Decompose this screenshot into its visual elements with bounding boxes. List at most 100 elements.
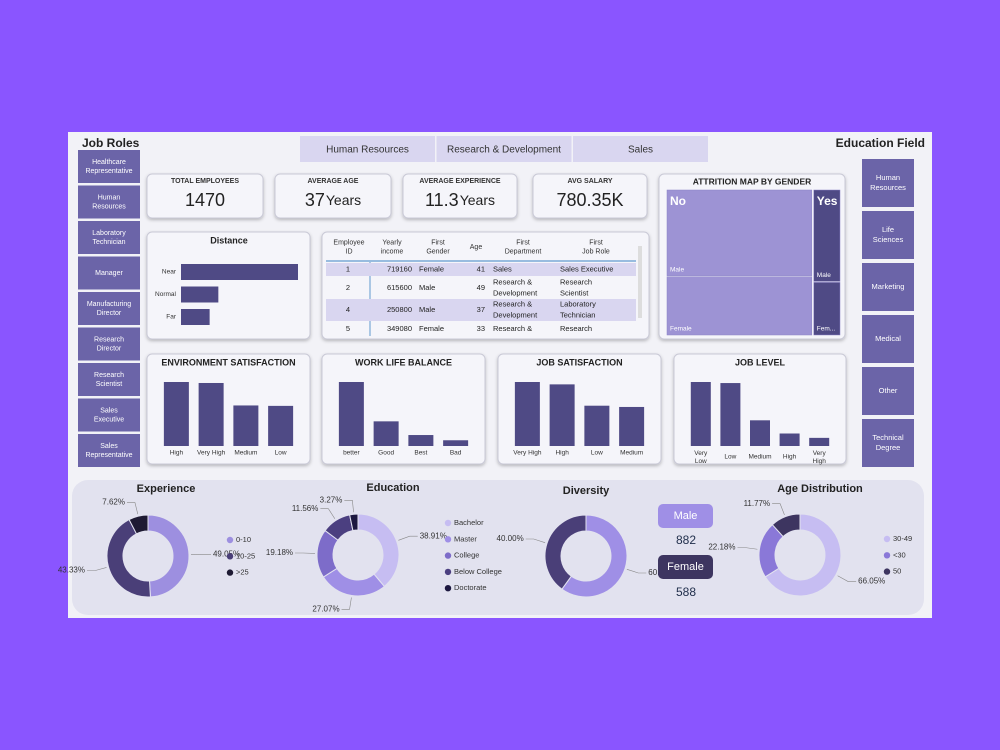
education-field-button[interactable] [862,315,914,363]
gender-button[interactable] [658,555,713,579]
kpi-number: 37 [305,190,325,210]
job-role-label[interactable]: Research Scientist [94,372,124,388]
department-tab[interactable] [436,136,572,162]
bar [373,421,399,446]
leader-line [772,503,785,516]
legend-marker [226,569,234,576]
education-field-label[interactable]: Technical Degree [872,433,904,452]
bar [233,405,259,446]
education-field-label[interactable]: Other [879,386,898,395]
education-field-button[interactable] [862,159,914,207]
kpi-value: 11.3Years [425,190,495,210]
department-tab[interactable] [300,136,435,162]
department-label[interactable]: Human Resources [326,145,409,156]
gender-button-label[interactable]: Female [667,561,704,573]
bar [181,286,219,303]
chart-title: WORK LIFE BALANCE [355,357,452,367]
treemap-cell-label: Male [670,266,684,273]
job-role-label[interactable]: Healthcare Representative [85,159,132,175]
job-role-button[interactable] [78,327,140,361]
legend-marker [444,568,452,576]
legend-marker [444,519,452,527]
category-label: Medium [234,450,257,457]
table-cell: Sales Executive [560,264,613,273]
job-role-button[interactable] [78,398,140,432]
distance-card [146,231,311,340]
kpi-number: 780.35K [556,190,623,210]
leader-line [86,567,107,571]
bar [181,309,210,325]
job-role-label[interactable]: Sales Representative [85,443,132,459]
category-label: Very Low [694,450,708,465]
department-label[interactable]: Sales [628,145,653,156]
data-label: 43.33% [58,566,85,575]
donut-slice [349,513,359,532]
chart-title: ENVIRONMENT SATISFACTION [161,357,295,367]
kpi-card [532,173,648,219]
education-field-label[interactable]: Medical [875,334,901,343]
job-role-label[interactable]: Laboratory Technician [92,230,126,246]
job-role-button[interactable] [78,150,140,183]
gender-count: 588 [676,585,696,599]
job-role-label[interactable]: Manager [95,270,123,277]
table-cell: Laboratory Technician [560,299,596,319]
chart-title: ATTRITION MAP BY GENDER [693,176,812,186]
table-cell: Male [419,305,435,314]
job-role-button[interactable] [78,256,140,290]
table-row-highlight [326,299,636,321]
table-cell: 349080 [387,324,412,333]
table-cell: 719160 [387,264,412,273]
legend-label: 10-25 [236,551,255,560]
table-header: First Gender [426,239,450,255]
department-label[interactable]: Research & Development [447,145,561,156]
leader-line [737,547,758,550]
gender-button-label[interactable]: Male [674,510,698,522]
job-role-label[interactable]: Sales Executive [94,407,124,423]
table-cell: Female [419,324,444,333]
education-field-button[interactable] [862,263,914,311]
donut-slice [771,513,801,538]
data-label: 49.05% [213,549,240,558]
job-role-button[interactable] [78,292,140,325]
education-field-label[interactable]: Life Sciences [873,225,904,244]
table-cell: 1 [346,264,350,273]
job-role-button[interactable] [78,363,140,396]
department-tab[interactable] [573,136,708,162]
education-field-button[interactable] [862,211,914,259]
education-field-button[interactable] [862,367,914,415]
job-role-button[interactable] [78,185,140,219]
data-label: 7.62% [102,498,125,507]
gender-button[interactable] [658,504,713,528]
job-role-button[interactable] [78,434,140,467]
kpi-card [146,173,264,219]
legend-marker [444,536,452,543]
treemap-group-label: No [670,194,686,208]
category-label: Very High [813,450,827,465]
legend-marker [444,585,452,592]
legend-marker [883,535,891,543]
job-role-button[interactable] [78,221,140,254]
education-field-label[interactable]: Marketing [872,282,905,291]
table-cell: 5 [346,324,350,333]
kpi-unit: Years [460,192,495,208]
job-role-label[interactable]: Human Resources [92,194,126,210]
education-field-button[interactable] [862,419,914,467]
table-cell: 2 [346,283,350,292]
category-label: Very High [197,450,226,457]
table-header: Employee ID [333,239,364,255]
category-label: Far [166,314,177,321]
kpi-value: 780.35K [556,190,623,210]
donut-slice [544,514,587,590]
job-role-label[interactable]: Manufacturing Director [87,301,131,317]
category-label: Low [724,454,736,461]
chart-title: Distance [210,235,248,245]
kpi-card [402,173,518,219]
bar [163,382,189,446]
data-label: 11.56% [292,504,319,513]
education-field-label[interactable]: Human Resources [870,173,906,192]
category-label: Good [378,450,394,457]
category-label: Very High [513,450,542,457]
job-role-label[interactable]: Research Director [94,336,124,352]
